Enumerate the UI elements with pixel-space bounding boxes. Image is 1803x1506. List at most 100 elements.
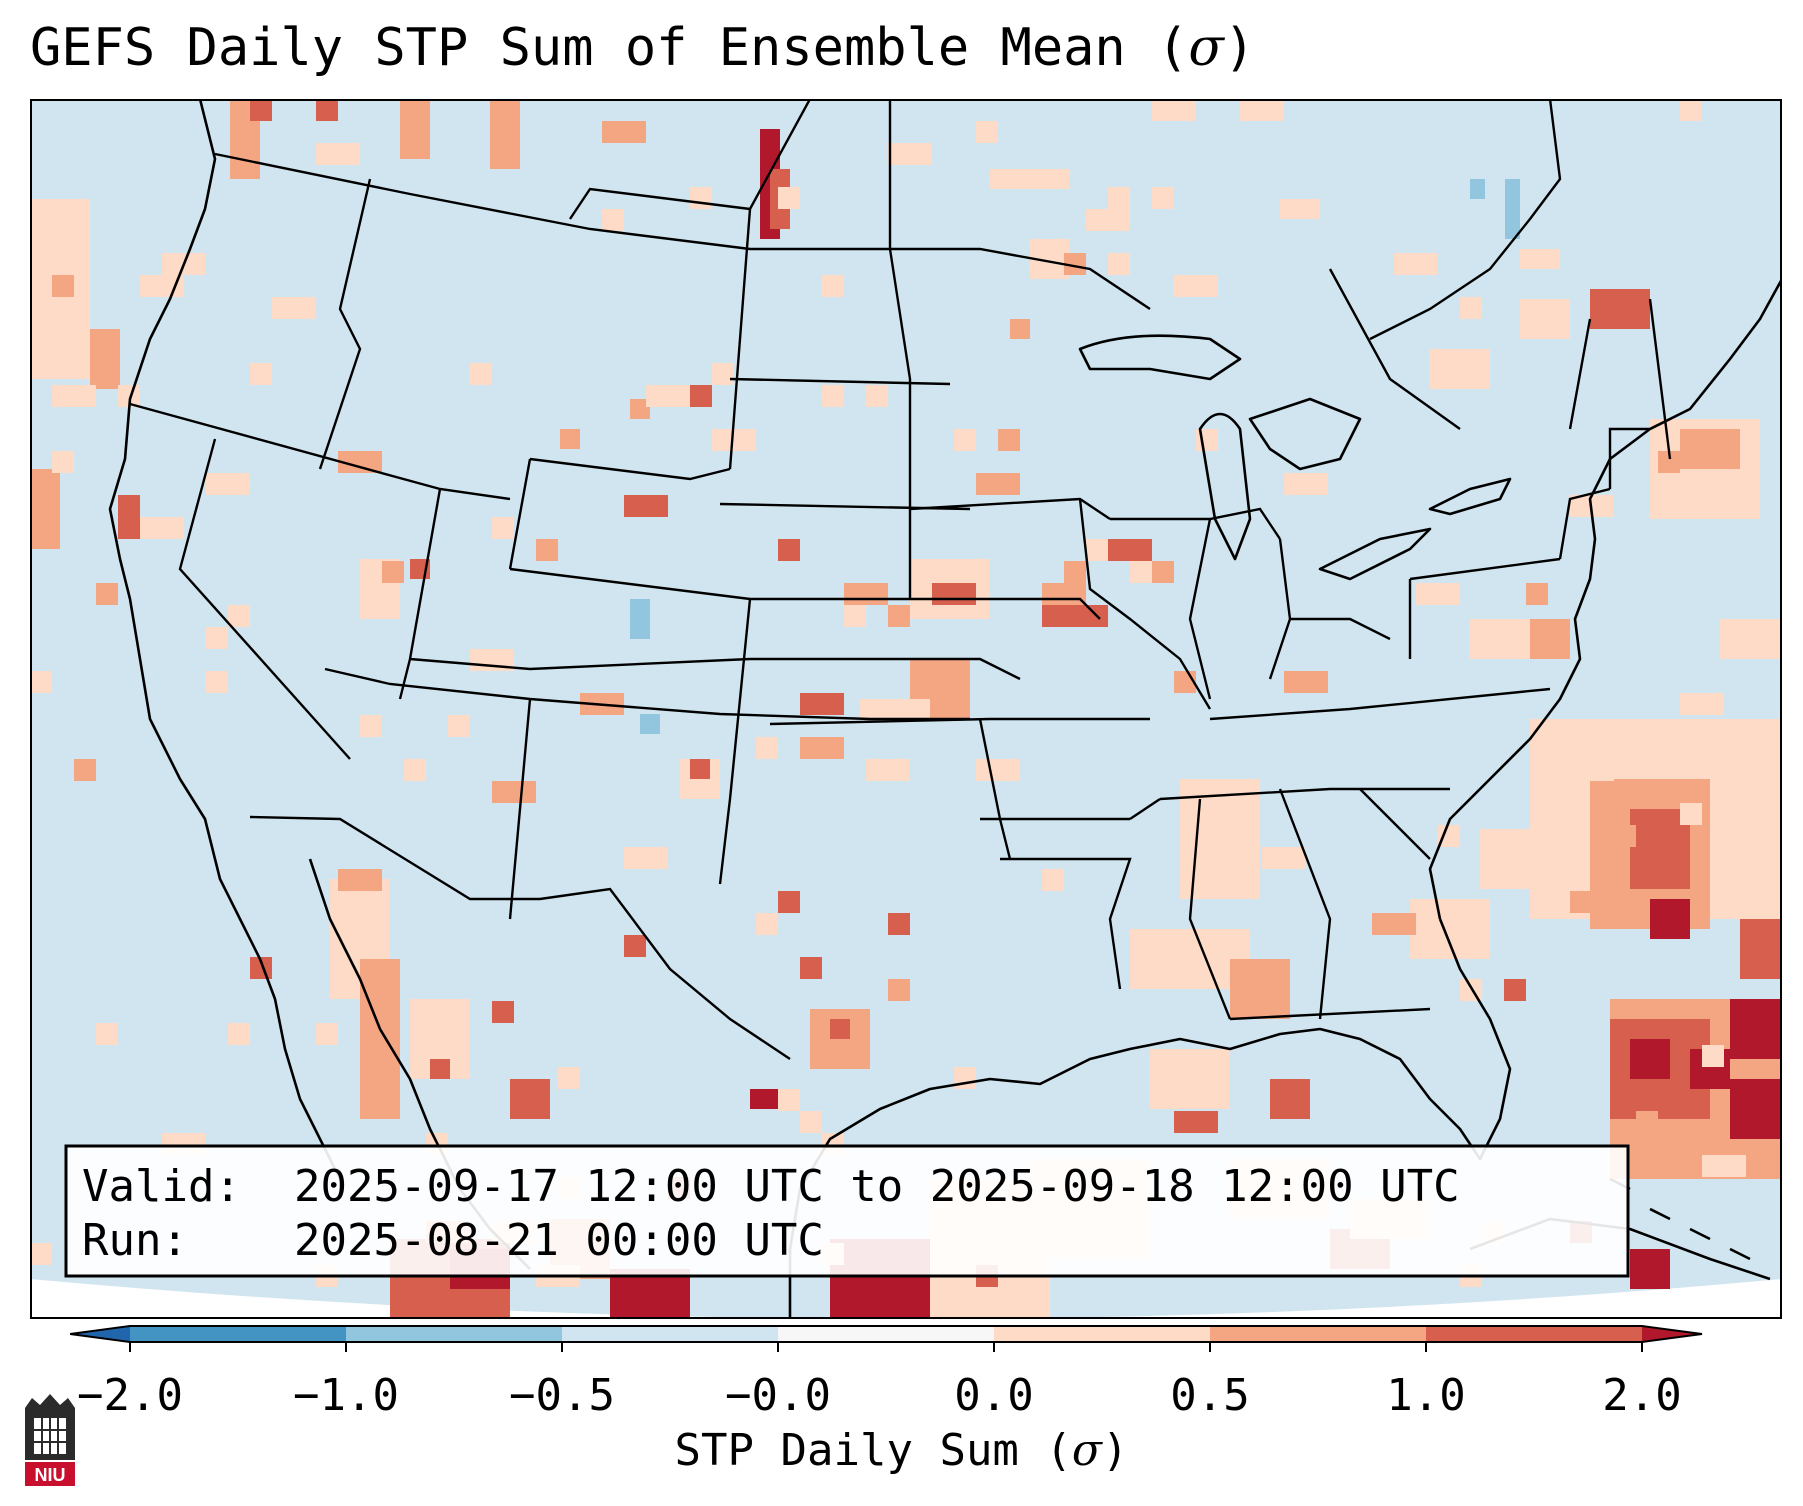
anomaly-cell xyxy=(250,363,272,385)
anomaly-cell xyxy=(844,583,888,605)
niu-logo: NIU xyxy=(25,1394,75,1486)
map-frame xyxy=(30,99,1782,1319)
anomaly-cell xyxy=(756,737,778,759)
colorbar-extend-low xyxy=(70,1326,130,1342)
anomaly-cell xyxy=(536,539,558,561)
anomaly-cell xyxy=(1570,891,1592,913)
anomaly-cell xyxy=(778,539,800,561)
anomaly-cell xyxy=(1650,899,1690,939)
anomaly-cell xyxy=(360,715,382,737)
valid-label: Valid: xyxy=(82,1161,241,1212)
anomaly-cell xyxy=(990,169,1070,189)
anomaly-cell xyxy=(52,275,74,297)
anomaly-cell xyxy=(1174,1111,1218,1133)
anomaly-cell xyxy=(1042,869,1064,891)
anomaly-cell xyxy=(1108,187,1130,209)
anomaly-cell xyxy=(1280,199,1320,219)
colorbar-bin xyxy=(1426,1326,1642,1342)
colorbar-bin xyxy=(130,1326,346,1342)
anomaly-cell xyxy=(1086,209,1130,231)
anomaly-cell xyxy=(1680,99,1702,121)
anomaly-cell xyxy=(118,517,140,539)
colorbar-tick-label: −1.0 xyxy=(293,1370,399,1421)
anomaly-cell xyxy=(822,385,844,407)
anomaly-cell xyxy=(1658,451,1680,473)
colorbar-tick-label: −0.0 xyxy=(725,1370,831,1421)
anomaly-cell xyxy=(400,99,430,159)
anomaly-cell xyxy=(492,781,536,803)
anomaly-cell xyxy=(1010,319,1030,339)
anomaly-cell xyxy=(30,469,60,549)
anomaly-cell xyxy=(1240,99,1284,121)
anomaly-cell xyxy=(976,473,1020,495)
anomaly-cell xyxy=(1284,473,1328,495)
colorbar-tick-label: −2.0 xyxy=(77,1370,183,1421)
colorbar-bin xyxy=(1210,1326,1426,1342)
anomaly-cell xyxy=(1630,1039,1670,1079)
colorbar-label: STP Daily Sum (σ) xyxy=(674,1425,1129,1476)
anomaly-cell xyxy=(1680,473,1702,495)
anomaly-cell xyxy=(1042,583,1086,605)
anomaly-cell xyxy=(712,363,734,385)
anomaly-cell xyxy=(1064,253,1086,275)
anomaly-cell xyxy=(932,583,976,605)
anomaly-cell xyxy=(646,385,690,407)
anomaly-cell xyxy=(360,959,400,1119)
anomaly-cell xyxy=(1394,253,1438,275)
anomaly-cell xyxy=(1740,919,1782,979)
anomaly-cell xyxy=(1064,561,1086,583)
anomaly-cell xyxy=(250,99,272,121)
anomaly-cell xyxy=(338,451,382,473)
anomaly-cell xyxy=(1702,1045,1724,1067)
anomaly-cell xyxy=(1630,1249,1670,1289)
anomaly-cell xyxy=(470,363,492,385)
anomaly-cell xyxy=(52,451,74,473)
anomaly-cell xyxy=(1270,1079,1310,1119)
anomaly-cell xyxy=(888,913,910,935)
anomaly-cell xyxy=(690,385,712,407)
anomaly-cell xyxy=(1284,671,1328,693)
anomaly-cell xyxy=(1108,539,1152,561)
anomaly-cell xyxy=(1150,1049,1230,1109)
anomaly-cell xyxy=(1262,847,1306,869)
anomaly-cell xyxy=(30,1243,52,1265)
colorbar-bin xyxy=(346,1326,562,1342)
anomaly-cell xyxy=(976,121,998,143)
anomaly-cell xyxy=(630,599,650,639)
anomaly-cell xyxy=(624,935,646,957)
anomaly-cell xyxy=(1042,605,1086,627)
info-box: Valid: 2025-09-17 12:00 UTC to 2025-09-1… xyxy=(64,1144,1630,1278)
colorbar-tick-label: 0.0 xyxy=(954,1370,1033,1421)
anomaly-cell xyxy=(1460,297,1482,319)
anomaly-cell xyxy=(206,671,228,693)
anomaly-cell xyxy=(1152,561,1174,583)
anomaly-cell xyxy=(624,495,668,517)
anomaly-cell xyxy=(492,517,514,539)
borders xyxy=(129,99,1672,1060)
anomaly-cell xyxy=(1196,275,1218,297)
anomaly-cell xyxy=(96,1023,118,1045)
anomaly-cell xyxy=(1730,999,1782,1059)
anomaly-cell xyxy=(1108,253,1130,275)
stp-map: Valid: 2025-09-17 12:00 UTC to 2025-09-1… xyxy=(30,99,1782,1319)
anomaly-cell xyxy=(1504,979,1526,1001)
anomaly-cell xyxy=(954,429,976,451)
colorbar-tick-label: −0.5 xyxy=(509,1370,615,1421)
anomaly-cell xyxy=(800,957,822,979)
anomaly-cell xyxy=(1505,179,1520,239)
anomaly-cell xyxy=(1590,289,1650,329)
anomaly-cell xyxy=(1520,299,1570,339)
anomaly-cell xyxy=(830,1019,850,1039)
anomaly-cell xyxy=(1410,899,1490,959)
anomaly-cell xyxy=(1680,803,1702,825)
anomaly-cell xyxy=(778,891,800,913)
anomaly-cell xyxy=(690,187,712,209)
anomaly-cell xyxy=(560,429,580,449)
anomaly-cell xyxy=(492,1001,514,1023)
anomaly-cell xyxy=(976,759,1020,781)
anomaly-cell xyxy=(888,979,910,1001)
anomaly-cell xyxy=(558,1067,580,1089)
run-value: 2025-08-21 00:00 UTC xyxy=(294,1215,824,1266)
anomaly-cell xyxy=(1470,179,1485,199)
coastlines xyxy=(108,99,1782,1319)
